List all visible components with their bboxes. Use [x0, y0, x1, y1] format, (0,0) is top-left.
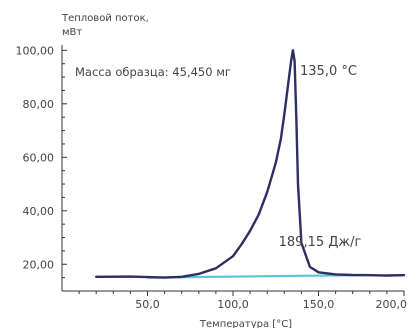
heat-flow-curve: [95, 49, 406, 279]
peak-temperature-label: 135,0 °C: [300, 64, 357, 79]
x-tick-labels: 50,0 100,0 150,0 200,0: [135, 298, 407, 311]
x-tick-label: 50,0: [135, 298, 160, 311]
sample-mass-annotation: Масса образца: 45,450 мг: [75, 65, 231, 79]
y-tick-label: 100,00: [16, 44, 55, 57]
y-tick-labels: 20,00 40,00 60,00 80,00 100,00: [16, 44, 55, 271]
y-tick-label: 20,00: [23, 258, 55, 271]
y-tick-label: 60,00: [23, 151, 55, 164]
y-tick-label: 80,00: [23, 98, 55, 111]
x-axis-title: Температура [°C]: [199, 319, 292, 328]
x-tick-label: 100,0: [217, 298, 249, 311]
x-tick-label: 150,0: [303, 298, 335, 311]
y-tick-label: 40,00: [23, 205, 55, 218]
axis-ticks: [62, 49, 405, 296]
x-tick-label: 200,0: [376, 298, 408, 311]
enthalpy-label: 189,15 Дж/г: [279, 235, 362, 250]
y-axis-title-line1: Тепловой поток,: [61, 13, 149, 24]
y-axis-title-line2: мВт: [62, 27, 82, 38]
